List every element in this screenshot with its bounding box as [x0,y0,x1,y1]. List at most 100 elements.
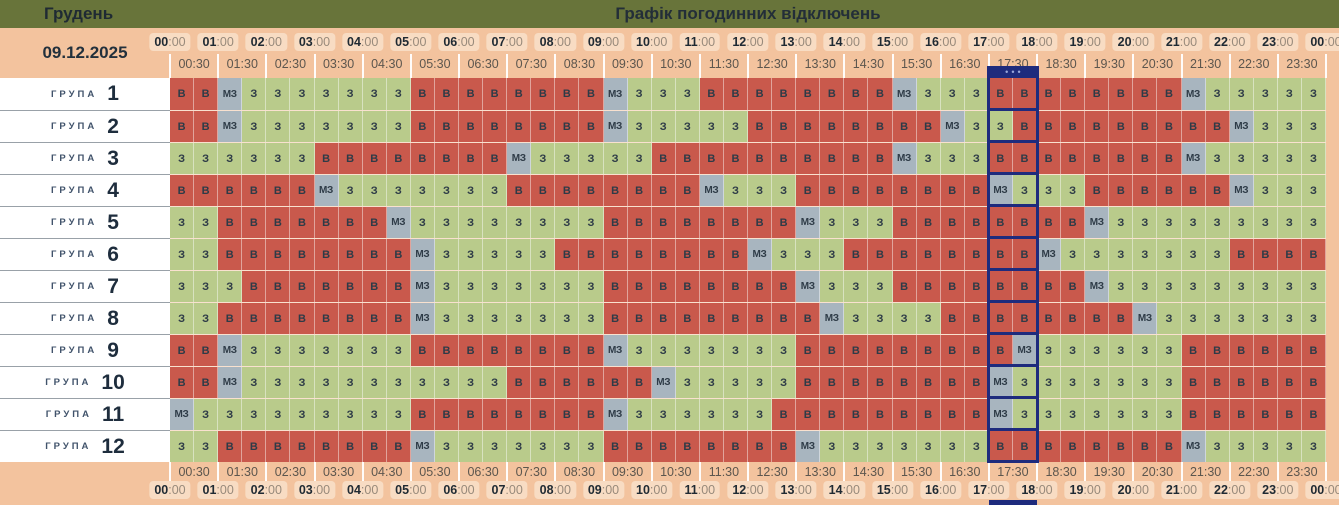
schedule-cell: З [1181,239,1206,270]
schedule-cell: З [1085,367,1110,398]
schedule-cell: В [1061,271,1086,302]
schedule-cell: З [940,78,965,110]
schedule-cell: З [723,175,748,206]
schedule-cell: З [170,207,195,238]
schedule-cell: В [820,399,845,430]
schedule-cell: В [314,271,339,302]
schedule-cell: З [1229,78,1254,110]
half-hour-label: 20:30 [1141,465,1174,479]
schedule-cell: З [459,239,484,270]
hour-label: 10:00 [631,33,673,51]
group-number: 4 [107,178,119,202]
schedule-cell: В [699,431,724,462]
schedule-cell: В [940,207,965,238]
schedule-cell: В [314,143,339,174]
schedule-row: З З В В В В В В В В МЗ З З З З З В В В В В В В В МЗ З З З В В В В В В В В МЗ… [170,238,1326,270]
schedule-cell: З [362,175,387,206]
schedule-cell: З [194,207,219,238]
time-header-bottom: 00:00 01:00 02:00 03:00 04:00 05:00 06:00 07:00… [149,462,1339,505]
schedule-cell: З [1181,271,1206,302]
schedule-cell: В [844,111,869,142]
half-hour-label: 12:30 [756,465,788,479]
schedule-cell: В [772,78,797,110]
schedule-cell: З [748,399,773,430]
schedule-cell: В [1133,78,1158,110]
half-hour-label: 18:30 [1045,465,1077,479]
schedule-cell: З [483,431,508,462]
hour-tick [795,54,798,78]
schedule-cell: З [964,143,989,174]
schedule-cell: В [386,271,411,302]
schedule-cell: З [772,367,797,398]
schedule-cell: В [796,175,821,206]
schedule-cell: З [483,303,508,334]
schedule-cell: В [1253,367,1278,398]
schedule-cell: З [916,143,941,174]
schedule-cell: З [675,111,700,142]
group-number: 11 [102,402,125,426]
hour-label: 11:00 [679,33,721,51]
schedule-cell: З [1277,431,1302,462]
schedule-cell: В [820,143,845,174]
hour-label: 13:00 [775,481,817,499]
schedule-cell: З [772,175,797,206]
group-labels-column: ГРУПА 1 ГРУПА 2 ГРУПА 3 ГРУПА 4 ГРУПА 5 ГРУПА 6 ГРУП… [0,78,170,462]
schedule-cell: З [386,335,411,366]
half-hour-label: 17:30 [997,465,1029,479]
schedule-cell: В [242,175,267,206]
schedule-cell: З [844,431,869,462]
schedule-cell: В [1012,78,1037,110]
schedule-cell: З [434,207,459,238]
schedule-cell: МЗ [1229,175,1254,206]
schedule-cell: В [386,143,411,174]
schedule-cell: З [290,399,315,430]
schedule-cell: В [772,111,797,142]
schedule-cell: В [699,239,724,270]
group-label-row: ГРУПА 7 [0,270,170,302]
schedule-cell: В [362,239,387,270]
schedule-row: В В МЗ З З З З З З З В В В В В В В В МЗ З З З З З В В В В В В В В МЗ З З В В… [170,110,1326,142]
schedule-cell: В [675,143,700,174]
schedule-cell: В [290,303,315,334]
schedule-cell: В [892,271,917,302]
half-hour-label: 16:30 [949,465,981,479]
schedule-cell: З [627,399,652,430]
group-number: 10 [101,370,125,394]
schedule-cell: З [820,207,845,238]
hour-label: 20:00 [1112,481,1154,499]
schedule-cell: В [675,431,700,462]
schedule-cell: В [1012,111,1037,142]
schedule-cell: З [266,335,291,366]
schedule-cell: З [1157,399,1182,430]
schedule-cell: В [796,111,821,142]
schedule-cell: З [579,271,604,302]
schedule-cell: З [1301,111,1326,142]
schedule-cell: В [651,175,676,206]
schedule-cell: В [1037,207,1062,238]
schedule-cell: МЗ [988,399,1013,430]
schedule-cell: З [940,143,965,174]
schedule-cell: З [314,111,339,142]
schedule-cell: В [627,271,652,302]
schedule-cell: В [1229,239,1254,270]
schedule-cell: В [627,367,652,398]
schedule-cell: З [1301,431,1326,462]
schedule-cell: МЗ [1037,239,1062,270]
schedule-cell: З [1133,399,1158,430]
half-hour-label: 18:30 [1045,57,1077,71]
schedule-cell: В [362,431,387,462]
schedule-cell: З [868,431,893,462]
half-hour-label: 00:30 [178,57,210,71]
schedule-cell: В [362,143,387,174]
schedule-cell: В [772,271,797,302]
schedule-cell: В [627,207,652,238]
schedule-cell: В [194,335,219,366]
schedule-cell: В [579,335,604,366]
schedule-cell: В [868,335,893,366]
hour-tick [409,54,412,78]
hour-tick [1132,462,1135,481]
schedule-cell: З [386,111,411,142]
schedule-cell: З [434,239,459,270]
group-label-row: ГРУПА 4 [0,174,170,206]
group-label: ГРУПА [51,153,98,164]
